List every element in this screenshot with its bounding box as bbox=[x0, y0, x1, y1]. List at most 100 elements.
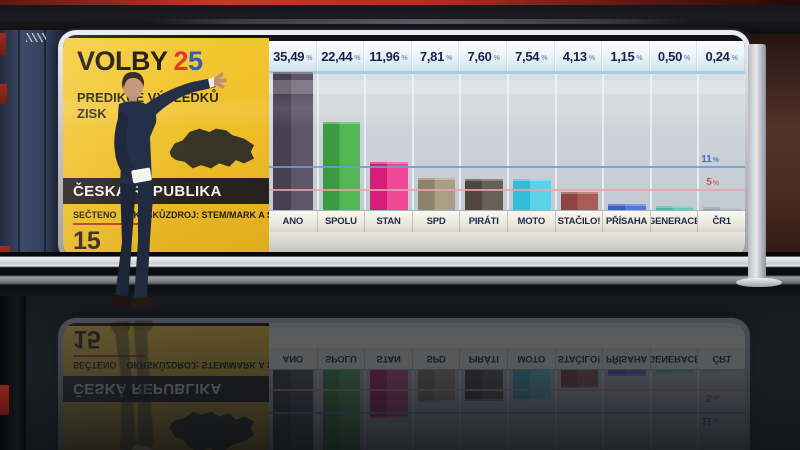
percent-sign: % bbox=[354, 54, 361, 62]
wall-panel-seam bbox=[18, 30, 20, 292]
ceiling-light-bar bbox=[150, 19, 690, 24]
presenter-left-arm bbox=[114, 111, 138, 179]
presenter-figure bbox=[111, 72, 227, 308]
studio-floor bbox=[0, 292, 800, 450]
category-label-PŘÍSAHA: PŘÍSAHA bbox=[602, 211, 650, 232]
bar-column-MOTO bbox=[506, 74, 555, 210]
percent-sign: % bbox=[588, 54, 596, 62]
category-label-GENERACE: GENERACE bbox=[649, 211, 697, 232]
value-cell-ČR1: 0,24% bbox=[697, 41, 745, 71]
threshold-label-5: 5% bbox=[706, 176, 719, 188]
bar-column-PŘÍSAHA bbox=[602, 74, 650, 210]
bar-PIRÁTI bbox=[465, 178, 503, 210]
counted-underline bbox=[73, 223, 145, 225]
bar-column-STAN bbox=[364, 74, 412, 210]
category-label-MOTO: MOTO bbox=[506, 211, 555, 232]
threshold-line-11 bbox=[269, 165, 745, 168]
bar-ČR1 bbox=[703, 207, 741, 210]
value-cell-PIRÁTI: 7,60% bbox=[459, 41, 507, 71]
bar-ANO bbox=[273, 72, 313, 210]
bar-PŘÍSAHA bbox=[608, 203, 646, 210]
bar-column-ČR1 bbox=[697, 74, 745, 210]
value-number: 7,60 bbox=[467, 48, 492, 64]
bar-SPD bbox=[417, 178, 456, 210]
value-cell-SPOLU: 22,44% bbox=[316, 41, 365, 71]
value-cell-PŘÍSAHA: 1,15% bbox=[602, 41, 650, 71]
bar-column-STAČILO! bbox=[554, 74, 603, 210]
category-label-STAČILO!: STAČILO! bbox=[554, 211, 603, 232]
threshold-line-5 bbox=[269, 188, 745, 191]
percent-sign: % bbox=[401, 54, 408, 62]
category-label-SPOLU: SPOLU bbox=[316, 211, 365, 232]
wall-hazard-ticks bbox=[26, 33, 46, 42]
value-number: 7,54 bbox=[515, 48, 540, 64]
presenter-right-shoe bbox=[133, 297, 153, 308]
category-label-ANO: ANO bbox=[282, 216, 304, 227]
bar-column-ANO bbox=[269, 72, 317, 210]
foreground-pillar bbox=[0, 295, 26, 450]
studio-wall-left bbox=[0, 30, 64, 292]
wall-panel-seam bbox=[44, 30, 46, 292]
value-number: 35,49 bbox=[273, 48, 305, 64]
pillar-red-accent bbox=[0, 385, 9, 415]
category-label-STAN: STAN bbox=[364, 211, 412, 232]
bar-STAČILO! bbox=[560, 192, 599, 210]
presenter-left-shoe bbox=[111, 295, 131, 307]
value-number: 7,81 bbox=[419, 48, 445, 64]
threshold-label-11: 11% bbox=[701, 153, 719, 165]
value-number: 1,15 bbox=[610, 48, 635, 64]
bar-MOTO bbox=[512, 179, 551, 210]
subtitle-line2: ZISK bbox=[77, 106, 107, 121]
video-wall-stand-leg bbox=[748, 44, 766, 282]
value-cell-ANO: 35,49% bbox=[269, 41, 317, 71]
value-cell-SPD: 7,81% bbox=[411, 41, 460, 71]
presenter-neck bbox=[129, 96, 137, 104]
results-bar-chart: 35,49%22,44%11,96%7,81%7,60%7,54%4,13%1,… bbox=[269, 41, 745, 257]
chart-value-row: 35,49% 22,44% 11,96% 7,81% 7,60% 7,54% 4,13% 1,… bbox=[269, 41, 745, 74]
percent-sign: % bbox=[684, 54, 691, 62]
category-label-PIRÁTI: PIRÁTI bbox=[459, 211, 507, 232]
volby-25-logo: VOLBY 25 bbox=[77, 48, 203, 75]
chart-category-row: ANO SPOLU STAN SPD PIRÁTI MOTO STAČILO! PŘÍSAHA… bbox=[269, 210, 745, 232]
video-wall-base-platform bbox=[0, 252, 800, 296]
czech-republic-map-icon bbox=[169, 128, 255, 169]
logo-volby-text: VOLBY bbox=[77, 46, 168, 76]
ceiling-red-light-strip bbox=[0, 0, 800, 5]
wall-red-accent bbox=[0, 33, 6, 55]
value-cell-STAN: 11,96% bbox=[364, 41, 412, 71]
percent-sign: % bbox=[446, 54, 453, 62]
logo-digit-2: 2 bbox=[173, 46, 189, 76]
value-number: 4,13 bbox=[562, 48, 587, 64]
presenter bbox=[84, 70, 234, 314]
value-number: 0,50 bbox=[657, 48, 683, 64]
wall-red-accent bbox=[0, 84, 7, 104]
value-number: 22,44 bbox=[321, 48, 353, 64]
category-label-SPD: SPD bbox=[411, 211, 460, 232]
percent-sign: % bbox=[636, 54, 643, 62]
presenter-head bbox=[123, 75, 143, 99]
bar-column-PIRÁTI bbox=[459, 74, 507, 210]
value-cell-STAČILO!: 4,13% bbox=[554, 41, 603, 71]
counted-percentage-value: 15 bbox=[73, 227, 101, 254]
presenter-cue-cards bbox=[131, 167, 152, 184]
presenter-hair-top bbox=[122, 73, 144, 88]
percent-sign: % bbox=[541, 54, 548, 62]
value-number: 11,96 bbox=[369, 48, 400, 64]
logo-digit-5: 5 bbox=[188, 46, 203, 76]
value-cell-GENERACE: 0,50% bbox=[649, 41, 698, 71]
percent-sign: % bbox=[493, 54, 500, 62]
presenter-right-leg bbox=[134, 183, 154, 299]
bar-GENERACE bbox=[655, 206, 694, 210]
chart-bars-area: 11% 5% bbox=[269, 72, 745, 210]
video-wall-stand-foot bbox=[736, 278, 782, 287]
presenter-hand bbox=[214, 72, 227, 89]
bar-column-GENERACE bbox=[649, 74, 698, 210]
source-label: ZDROJ: STEM/MARK A STEM bbox=[165, 210, 269, 220]
bar-STAN bbox=[370, 162, 408, 210]
presenter-left-leg bbox=[115, 183, 136, 298]
value-cell-MOTO: 7,54% bbox=[506, 41, 555, 71]
category-label-ČR1: ČR1 bbox=[697, 211, 745, 232]
percent-sign: % bbox=[306, 54, 313, 62]
